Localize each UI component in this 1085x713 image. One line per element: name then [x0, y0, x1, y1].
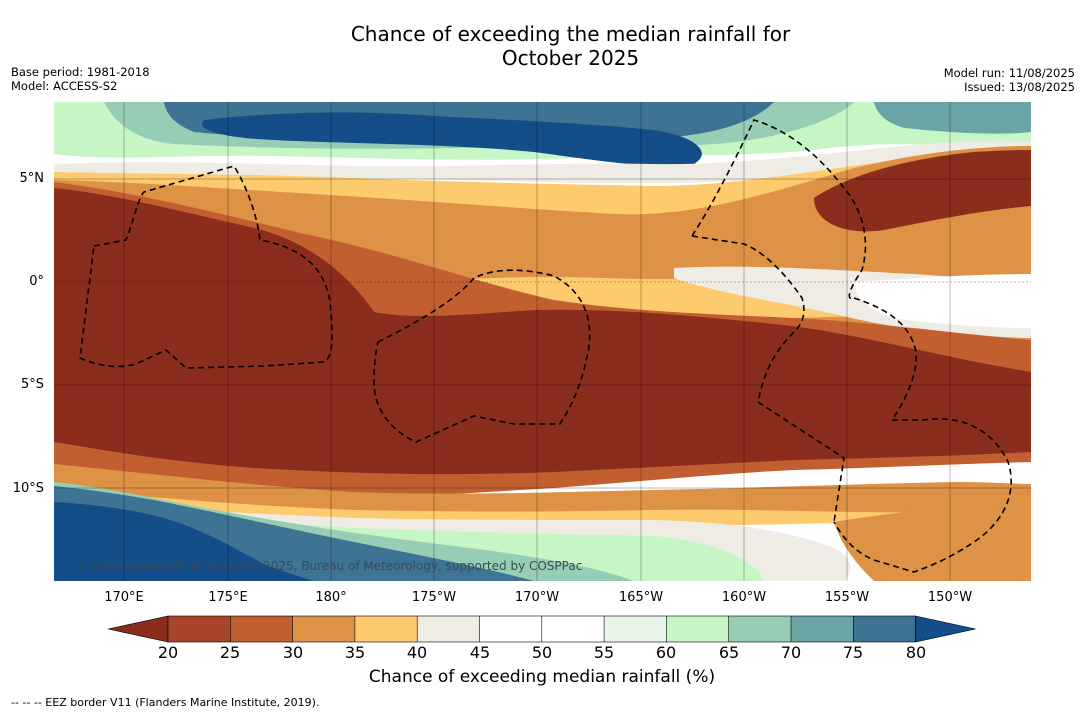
colorbar-seg-20-25 [168, 616, 231, 642]
eez-border-west [79, 165, 333, 369]
base-period-text: Base period: 1981-2018 [11, 65, 150, 79]
colorbar-tick-80: 80 [905, 643, 927, 662]
eez-border-east-line [691, 235, 845, 523]
band-equator-white2 [854, 274, 1031, 328]
colorbar-seg-60-65 [666, 616, 729, 642]
lon-label-170w: 170°W [514, 590, 560, 605]
lon-label-165w: 165°W [618, 590, 664, 605]
colorbar-tick-20: 20 [157, 643, 179, 662]
colorbar-extend-low [108, 615, 169, 643]
colorbar-extend-high [915, 615, 976, 643]
lon-label-180: 180° [315, 590, 347, 605]
rainfall-map [54, 102, 1031, 581]
lon-label-175e: 175°E [208, 590, 248, 605]
lon-label-175w: 175°W [411, 590, 457, 605]
meta-left: Base period: 1981-2018 Model: ACCESS-S2 [11, 65, 150, 93]
colorbar-dividers [167, 615, 916, 643]
lon-label-160w: 160°W [721, 590, 767, 605]
colorbar-seg-55-60 [604, 616, 667, 642]
colorbar-tick-50: 50 [531, 643, 553, 662]
colorbar-tick-75: 75 [842, 643, 864, 662]
band-south-blue [54, 502, 314, 581]
colorbar-seg-40-45 [417, 616, 480, 642]
map-title-line1: Chance of exceeding the median rainfall … [350, 22, 791, 46]
map-title: Chance of exceeding the median rainfall … [0, 22, 1085, 70]
eez-border-central [373, 269, 591, 443]
eez-borders [79, 119, 1012, 573]
model-run-text: Model run: 11/08/2025 [943, 66, 1075, 80]
colorbar-seg-50-55 [541, 616, 605, 642]
colorbar-label: Chance of exceeding median rainfall (%) [368, 667, 716, 687]
colorbar-seg-45-50 [479, 616, 542, 642]
colorbar-seg-25-30 [230, 616, 293, 642]
model-text: Model: ACCESS-S2 [11, 79, 118, 93]
eez-border-east-north [691, 119, 867, 299]
meta-right: Model run: 11/08/2025 Issued: 13/08/2025 [944, 66, 1075, 94]
colorbar-seg-30-35 [292, 616, 355, 642]
colorbar-seg-35-40 [354, 616, 418, 642]
band-north-light [54, 140, 1031, 184]
colorbar [108, 615, 976, 643]
band-south-east-orange [834, 502, 1031, 581]
colorbar-tick-55: 55 [593, 643, 615, 662]
lon-label-170e: 170°E [104, 590, 144, 605]
map-title-line2: October 2025 [501, 46, 640, 70]
band-north-blue [202, 112, 702, 166]
lat-label-0: 0° [29, 274, 44, 289]
issued-text: Issued: 13/08/2025 [964, 80, 1075, 94]
colorbar-seg-75-80 [853, 616, 916, 642]
lon-label-150w: 150°W [927, 590, 973, 605]
colorbar-tick-30: 30 [282, 643, 304, 662]
band-north-blue-east [874, 102, 1031, 134]
colorbar-tick-35: 35 [344, 643, 366, 662]
band-north-darkred-east [814, 150, 1031, 232]
colorbar-tick-40: 40 [406, 643, 428, 662]
eez-border-note: -- -- -- EEZ border V11 (Flanders Marine… [11, 696, 320, 709]
lat-label-5s: 5°S [20, 377, 44, 392]
band-core-darkred [54, 188, 1031, 475]
colorbar-tick-65: 65 [718, 643, 740, 662]
colorbar-tick-70: 70 [780, 643, 802, 662]
colorbar-tick-45: 45 [469, 643, 491, 662]
copyright-credit: © Commonwealth of Australia 2025, Bureau… [77, 559, 583, 573]
lat-label-5n: 5°N [19, 171, 45, 186]
lat-label-10s: 10°S [12, 481, 44, 496]
colorbar-tick-25: 25 [219, 643, 241, 662]
eez-border-east-south [833, 297, 1012, 573]
gridlines [54, 102, 1031, 581]
colorbar-seg-65-70 [728, 616, 791, 642]
colorbar-tick-60: 60 [655, 643, 677, 662]
lon-label-155w: 155°W [824, 590, 870, 605]
colorbar-seg-70-75 [791, 616, 854, 642]
